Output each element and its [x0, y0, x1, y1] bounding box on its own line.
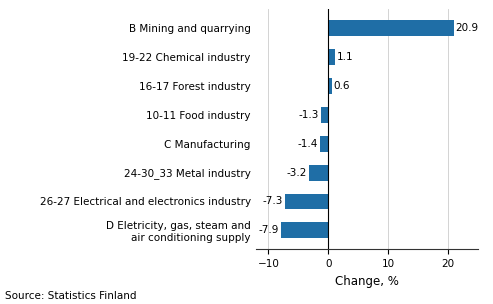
Text: 1.1: 1.1: [337, 52, 353, 62]
Bar: [284, 194, 328, 209]
Bar: [328, 78, 332, 94]
Bar: [320, 107, 328, 123]
X-axis label: Change, %: Change, %: [335, 275, 399, 288]
Text: -1.4: -1.4: [298, 139, 318, 149]
Text: Source: Statistics Finland: Source: Statistics Finland: [5, 291, 137, 301]
Text: -7.9: -7.9: [259, 225, 279, 235]
Bar: [281, 223, 328, 238]
Text: 0.6: 0.6: [334, 81, 350, 91]
Text: -3.2: -3.2: [287, 168, 307, 178]
Text: -1.3: -1.3: [298, 110, 318, 120]
Bar: [328, 20, 454, 36]
Text: -7.3: -7.3: [262, 196, 283, 206]
Bar: [328, 49, 335, 65]
Bar: [309, 165, 328, 181]
Text: 20.9: 20.9: [456, 23, 479, 33]
Bar: [320, 136, 328, 152]
